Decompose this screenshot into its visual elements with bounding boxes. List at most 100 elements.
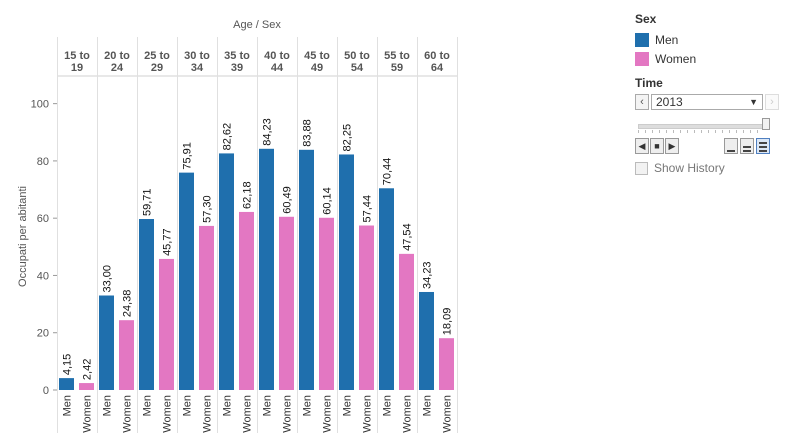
y-tick-label: 60 bbox=[37, 213, 49, 225]
group-header-label-line2: 54 bbox=[351, 62, 364, 74]
y-tick-label: 0 bbox=[43, 385, 49, 397]
speed-slow-button[interactable] bbox=[724, 138, 738, 154]
stop-button[interactable]: ■ bbox=[650, 138, 664, 154]
next-year-button[interactable]: › bbox=[765, 94, 779, 110]
bar-women bbox=[159, 258, 174, 390]
legend-title: Sex bbox=[635, 12, 657, 26]
x-category-label: Men bbox=[182, 395, 194, 416]
x-category-label: Women bbox=[402, 395, 414, 433]
bar-value-label: 60,49 bbox=[282, 186, 294, 214]
y-tick-label: 80 bbox=[37, 156, 49, 168]
bar-women bbox=[279, 216, 294, 390]
x-category-label: Men bbox=[342, 395, 354, 416]
group-header-label-line1: 30 to bbox=[184, 50, 210, 62]
time-filter-title: Time bbox=[635, 76, 663, 90]
bar-men bbox=[259, 148, 274, 390]
time-selector-row: ‹ 2013 ▼ › bbox=[635, 93, 780, 111]
caret-down-icon: ▼ bbox=[749, 97, 758, 107]
x-category-label: Women bbox=[442, 395, 454, 433]
group-header-label-line2: 19 bbox=[71, 62, 83, 74]
bar-men bbox=[419, 291, 434, 390]
bar-value-label: 60,14 bbox=[322, 187, 334, 215]
speed-medium-button[interactable] bbox=[740, 138, 754, 154]
x-category-label: Women bbox=[322, 395, 334, 433]
bar-value-label: 70,44 bbox=[382, 158, 394, 186]
legend-label-women: Women bbox=[655, 51, 697, 66]
bar-value-label: 2,42 bbox=[82, 359, 94, 380]
y-tick-label: 40 bbox=[37, 270, 49, 282]
x-category-label: Men bbox=[222, 395, 234, 416]
speed-fast-bar-1-icon bbox=[759, 142, 767, 144]
show-history-checkbox[interactable] bbox=[635, 161, 648, 175]
playback-controls: ◀ ■ ▶ bbox=[635, 137, 780, 155]
y-tick-label: 20 bbox=[37, 328, 49, 340]
x-category-label: Men bbox=[382, 395, 394, 416]
group-header-label-line2: 59 bbox=[391, 62, 403, 74]
show-history-toggle[interactable]: Show History bbox=[635, 161, 780, 175]
legend-swatch-men bbox=[635, 32, 649, 47]
x-category-label: Women bbox=[82, 395, 94, 433]
group-header-label-line2: 49 bbox=[311, 62, 323, 74]
bar-women bbox=[239, 211, 254, 390]
group-header-label-line2: 44 bbox=[271, 62, 284, 74]
bar-women bbox=[319, 217, 334, 390]
year-dropdown[interactable]: 2013 ▼ bbox=[651, 94, 763, 110]
group-header-label-line1: 25 to bbox=[144, 50, 170, 62]
group-header-label-line2: 64 bbox=[431, 62, 444, 74]
group-header-label-line1: 40 to bbox=[264, 50, 290, 62]
group-header-label-line2: 24 bbox=[111, 62, 124, 74]
x-category-label: Men bbox=[142, 395, 154, 416]
group-header-label-line1: 45 to bbox=[304, 50, 330, 62]
legend-swatch-women bbox=[635, 51, 649, 66]
chevron-right-icon: › bbox=[770, 96, 774, 108]
slider-ticks bbox=[638, 130, 764, 133]
bar-women bbox=[79, 383, 94, 390]
group-header-label-line1: 50 to bbox=[344, 50, 370, 62]
x-category-label: Women bbox=[362, 395, 374, 433]
speed-slow-icon bbox=[727, 150, 735, 152]
speed-fast-bar-2-icon bbox=[759, 146, 767, 148]
group-header-label-line2: 34 bbox=[191, 62, 204, 74]
group-header-label-line1: 55 to bbox=[384, 50, 410, 62]
bar-value-label: 75,91 bbox=[182, 142, 194, 170]
legend-item-men[interactable]: Men bbox=[635, 30, 780, 49]
group-header-label-line2: 39 bbox=[231, 62, 243, 74]
bar-value-label: 4,15 bbox=[62, 354, 74, 375]
bar-women bbox=[359, 225, 374, 390]
play-forward-button[interactable]: ▶ bbox=[665, 138, 679, 154]
y-tick-label: 100 bbox=[31, 99, 49, 111]
play-backward-icon: ◀ bbox=[638, 140, 646, 151]
speed-fast-bar-3-icon bbox=[759, 150, 767, 152]
x-category-label: Women bbox=[162, 395, 174, 433]
bar-value-label: 83,88 bbox=[302, 119, 314, 147]
bar-value-label: 59,71 bbox=[142, 188, 154, 216]
time-slider[interactable] bbox=[635, 117, 770, 133]
group-header-label-line2: 29 bbox=[151, 62, 163, 74]
bar-value-label: 18,09 bbox=[442, 308, 454, 336]
legend-item-women[interactable]: Women bbox=[635, 49, 780, 68]
bar-men bbox=[339, 154, 354, 390]
chart-header-title: Age / Sex bbox=[233, 19, 281, 31]
x-category-label: Men bbox=[102, 395, 114, 416]
bar-men bbox=[299, 149, 314, 390]
x-category-label: Women bbox=[242, 395, 254, 433]
speed-medium-bar-1-icon bbox=[743, 146, 751, 148]
bar-value-label: 82,25 bbox=[342, 124, 354, 152]
x-category-label: Men bbox=[62, 395, 74, 416]
bar-value-label: 62,18 bbox=[242, 181, 254, 209]
bar-value-label: 34,23 bbox=[422, 261, 434, 289]
bar-value-label: 82,62 bbox=[222, 123, 234, 151]
bar-women bbox=[199, 225, 214, 390]
chevron-left-icon: ‹ bbox=[640, 96, 644, 108]
bar-value-label: 24,38 bbox=[122, 290, 134, 318]
bar-value-label: 45,77 bbox=[162, 228, 174, 256]
play-backward-button[interactable]: ◀ bbox=[635, 138, 649, 154]
bar-value-label: 57,30 bbox=[202, 195, 214, 223]
x-category-label: Women bbox=[282, 395, 294, 433]
bar-value-label: 57,44 bbox=[362, 195, 374, 223]
show-history-label: Show History bbox=[654, 161, 725, 175]
speed-fast-button[interactable] bbox=[756, 138, 770, 154]
slider-thumb[interactable] bbox=[762, 118, 770, 130]
y-axis-label: Occupati per abitanti bbox=[17, 186, 29, 287]
previous-year-button[interactable]: ‹ bbox=[635, 94, 649, 110]
